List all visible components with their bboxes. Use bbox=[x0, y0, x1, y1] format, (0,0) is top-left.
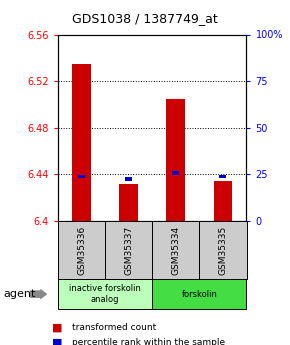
Bar bbox=[220, 175, 226, 178]
Bar bbox=[166, 99, 185, 221]
Bar bbox=[78, 175, 85, 178]
Text: inactive forskolin
analog: inactive forskolin analog bbox=[69, 284, 141, 304]
Text: GSM35337: GSM35337 bbox=[124, 226, 133, 275]
Bar bbox=[119, 184, 138, 221]
Text: agent: agent bbox=[3, 289, 35, 299]
Text: percentile rank within the sample: percentile rank within the sample bbox=[72, 338, 226, 345]
Text: ■: ■ bbox=[52, 323, 63, 333]
Bar bbox=[72, 63, 91, 221]
Bar bbox=[213, 181, 232, 221]
Text: GDS1038 / 1387749_at: GDS1038 / 1387749_at bbox=[72, 12, 218, 26]
Text: ■: ■ bbox=[52, 337, 63, 345]
Text: forskolin: forskolin bbox=[182, 289, 217, 299]
Bar bbox=[125, 177, 132, 181]
Text: GSM35335: GSM35335 bbox=[218, 226, 227, 275]
Text: transformed count: transformed count bbox=[72, 323, 157, 332]
Text: GSM35334: GSM35334 bbox=[171, 226, 180, 275]
Bar bbox=[172, 171, 179, 175]
Text: GSM35336: GSM35336 bbox=[77, 226, 86, 275]
